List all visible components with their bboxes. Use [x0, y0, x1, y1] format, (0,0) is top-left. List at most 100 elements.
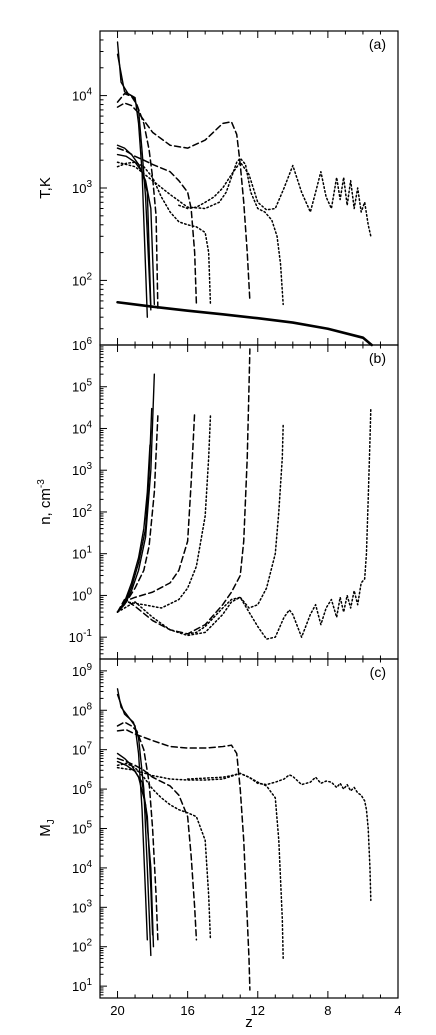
y-tick-label: 108 [72, 701, 92, 718]
series-line-c-8 [116, 762, 212, 941]
y-tick-base: 10 [72, 940, 86, 955]
series-line-b-9 [186, 407, 372, 640]
panel-b-ylabel-sup: -3 [36, 479, 47, 488]
y-tick-label: 109 [72, 662, 92, 679]
series-line-a-11 [178, 161, 372, 238]
y-tick-exp: 2 [86, 271, 92, 282]
y-tick-base: 10 [72, 273, 86, 288]
series-line-c-2 [116, 693, 152, 957]
panel-b-ylabel-main: n, cm [37, 488, 54, 525]
series-line-c-5 [116, 721, 159, 941]
x-tick-label: 4 [394, 1003, 401, 1018]
panel-c-ylabel-sub: J [46, 819, 57, 824]
y-tick-exp: 3 [86, 898, 92, 909]
y-tick-base: 10 [72, 338, 86, 353]
y-tick-exp: 2 [86, 938, 92, 949]
y-tick-label: 104 [72, 87, 92, 104]
series-line-a-5 [116, 153, 152, 308]
y-tick-base: 10 [72, 505, 86, 520]
y-tick-exp: 7 [86, 741, 92, 752]
x-tick-label: 16 [180, 1003, 194, 1018]
y-tick-label: 103 [72, 898, 92, 915]
y-tick-label: 104 [72, 859, 92, 876]
series-line-a-1 [116, 300, 374, 347]
y-tick-base: 10 [72, 181, 86, 196]
y-tick-label: 102 [72, 271, 92, 288]
x-tick-label: 8 [324, 1003, 331, 1018]
y-tick-label: 102 [72, 938, 92, 955]
panel-c-ylabel-main: M [37, 824, 54, 837]
series-line-a-4 [116, 144, 156, 306]
x-tick-label: 20 [110, 1003, 124, 1018]
y-tick-exp: 8 [86, 701, 92, 712]
series-line-a-7 [116, 102, 251, 302]
series-line-b-6 [116, 348, 251, 635]
y-tick-base: 10 [72, 822, 86, 837]
y-tick-exp: 4 [86, 419, 92, 430]
y-tick-label: 10-1 [69, 628, 93, 645]
y-tick-label: 106 [72, 336, 92, 353]
panel-c-xticks: 20 16 12 8 4 [110, 659, 402, 1018]
y-tick-label: 103 [72, 179, 92, 196]
y-tick-base: 10 [72, 421, 86, 436]
y-tick-label: 106 [72, 780, 92, 797]
x-tick-label: 12 [251, 1003, 265, 1018]
y-tick-base: 10 [72, 463, 86, 478]
series-line-c-4 [116, 760, 154, 936]
y-tick-exp: 9 [86, 662, 92, 673]
series-line-b-5 [116, 411, 196, 613]
y-tick-exp: 6 [86, 780, 92, 791]
y-tick-exp: 2 [86, 503, 92, 514]
panel-b-ylabel: n, cm-3 [36, 479, 54, 525]
y-tick-base: 10 [72, 664, 86, 679]
panel-c-xlabel: z [245, 1014, 253, 1031]
y-tick-base: 10 [72, 900, 86, 915]
y-tick-exp: 4 [86, 87, 92, 98]
y-tick-exp: 5 [86, 820, 92, 831]
y-tick-label: 107 [72, 741, 92, 758]
panel-c-series [116, 688, 372, 991]
y-tick-base: 10 [69, 630, 83, 645]
y-tick-exp: 1 [86, 977, 92, 988]
series-line-a-9 [116, 161, 212, 306]
panel-c-label: (c) [370, 664, 386, 680]
series-line-a-8 [116, 147, 198, 306]
y-tick-base: 10 [72, 861, 86, 876]
y-tick-base: 10 [72, 89, 86, 104]
y-tick-exp: 1 [86, 545, 92, 556]
panel-a-ylabel: T,K [37, 177, 54, 199]
y-tick-exp: 4 [86, 859, 92, 870]
y-tick-base: 10 [72, 782, 86, 797]
panel-b-series [116, 348, 372, 640]
panel-a-label: (a) [369, 36, 386, 52]
series-line-b-8 [116, 424, 284, 637]
panel-c-ylabel: MJ [37, 819, 57, 837]
y-tick-exp: 3 [86, 179, 92, 190]
y-tick-base: 10 [72, 703, 86, 718]
series-line-c-10 [186, 772, 372, 902]
y-tick-exp: -1 [83, 628, 92, 639]
y-tick-label: 103 [72, 461, 92, 478]
y-tick-base: 10 [72, 380, 86, 395]
y-tick-base: 10 [72, 979, 86, 994]
series-line-c-7 [116, 757, 198, 941]
y-tick-exp: 3 [86, 461, 92, 472]
panel-a-series [116, 41, 374, 347]
y-tick-label: 102 [72, 503, 92, 520]
y-tick-exp: 0 [86, 586, 92, 597]
y-tick-exp: 5 [86, 378, 92, 389]
y-tick-label: 105 [72, 378, 92, 395]
panel-b-label: (b) [369, 350, 386, 366]
series-line-a-6 [116, 92, 159, 309]
series-line-b-7 [116, 415, 212, 613]
y-tick-base: 10 [72, 743, 86, 758]
y-tick-label: 100 [72, 586, 92, 603]
y-tick-base: 10 [72, 588, 86, 603]
y-tick-label: 104 [72, 419, 92, 436]
